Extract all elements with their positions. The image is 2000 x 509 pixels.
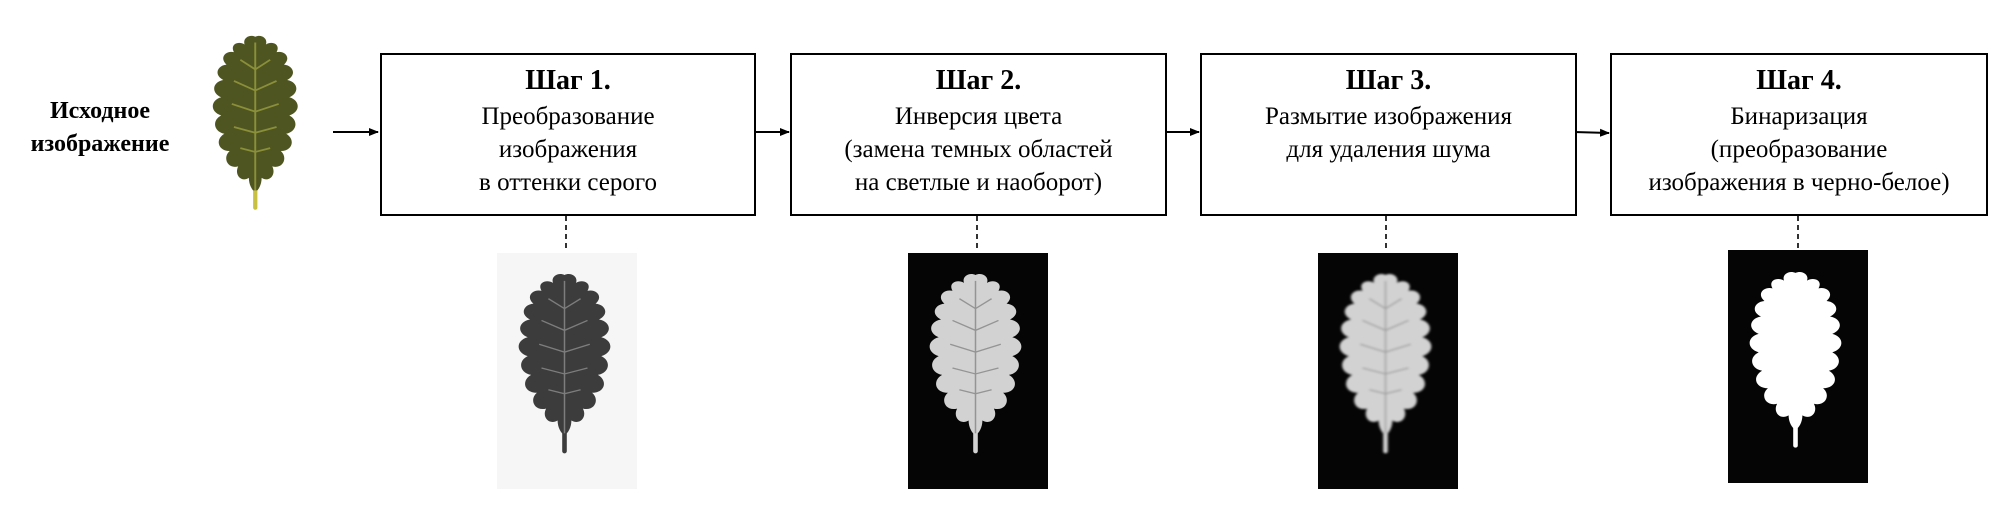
leaf-binary-blade [1749, 271, 1842, 430]
step-2-line-2: (замена темных областей [844, 136, 1113, 163]
step-1-box: Шаг 1. Преобразование изображения в отте… [380, 53, 756, 216]
step-4-line-2: (преобразование [1710, 136, 1888, 163]
step-2-line-1: Инверсия цвета [894, 103, 1063, 130]
leaf-binary-image [1728, 250, 1868, 483]
leaf-inverted-stem [973, 433, 978, 454]
step-4-line-1: Бинаризация [1730, 103, 1868, 130]
leaf-grayscale-image [497, 253, 637, 489]
leaf-grayscale-blade [518, 274, 611, 436]
step-4-line-3: изображения в черно-белое) [1648, 169, 1950, 196]
leaf-original-vein [231, 42, 280, 191]
leaf-blurred-vein [1359, 280, 1412, 434]
step-2-box: Шаг 2. Инверсия цвета (замена темных обл… [790, 53, 1167, 216]
leaf-original-stem [253, 190, 258, 210]
step-1-line-3: в оттенки серого [479, 169, 657, 196]
leaf-blurred-image [1318, 253, 1458, 489]
leaf-inverted-image [908, 253, 1048, 489]
step-4-box: Шаг 4. Бинаризация (преобразование изобр… [1610, 53, 1988, 216]
step-3-title: Шаг 3. [1345, 65, 1432, 96]
leaf-grayscale-vein [538, 280, 591, 434]
arrow-step3-to-step4 [1573, 128, 1610, 137]
source-label-line-1: Исходное [49, 98, 151, 124]
step-3-box: Шаг 3. Размытие изображения для удаления… [1200, 53, 1577, 216]
step-1-line-2: изображения [498, 136, 638, 163]
step-4-title: Шаг 4. [1756, 65, 1842, 96]
step-1-title: Шаг 1. [525, 65, 611, 96]
leaf-inverted-blade [929, 274, 1022, 436]
leaf-binary-stem [1793, 428, 1798, 448]
leaf-original-image [212, 35, 298, 210]
step-2-line-3: на светлые и наоборот) [854, 169, 1103, 196]
leaf-inverted-vein [949, 280, 1002, 434]
step-2-title: Шаг 2. [935, 65, 1022, 96]
source-label-line-2: изображение [30, 131, 170, 157]
leaf-grayscale-stem [562, 433, 567, 454]
leaf-blurred-stem [1383, 433, 1388, 454]
source-label: Исходное изображение [20, 95, 180, 161]
step-3-line-2: для удаления шума [1286, 136, 1491, 163]
step-1-line-1: Преобразование [481, 103, 655, 130]
step-3-line-1: Размытие изображения [1264, 103, 1512, 130]
